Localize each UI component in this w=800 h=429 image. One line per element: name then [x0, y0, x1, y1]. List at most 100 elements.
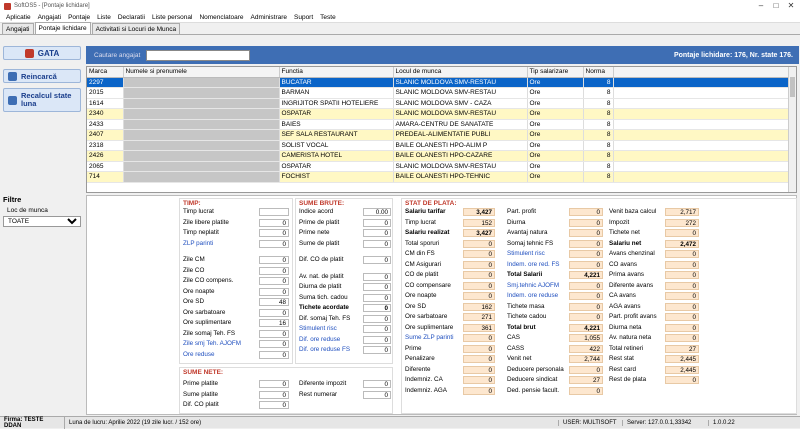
grid-scrollbar[interactable]: [788, 67, 796, 192]
cell-tip-salarizare: Ore: [527, 77, 584, 88]
sume-nete-title: SUME NETE:: [183, 369, 224, 376]
menu-declaratii[interactable]: Declaratii: [117, 13, 145, 21]
cell-functia: FOCHIST: [279, 171, 394, 183]
col-loc-munca[interactable]: Locul de munca: [393, 67, 528, 78]
timp-field-label: Ore reduse: [183, 350, 215, 358]
status-version: 1.0.0.22: [713, 419, 735, 426]
tab-angajati[interactable]: Angajati: [2, 23, 34, 34]
stat-col2-field-value: 0: [569, 239, 603, 248]
search-label: Cautare angajat: [94, 51, 141, 59]
tab-activitati[interactable]: Activitati si Locuri de Munca: [91, 23, 181, 34]
stat-col1-field-value: 0: [463, 292, 495, 300]
stat-col3-field-label: Diurna neta: [609, 323, 642, 331]
stat-col1-field-label: Ore sarbatoare: [405, 313, 448, 320]
loc-munca-select[interactable]: TOATE: [3, 216, 81, 227]
gata-button[interactable]: GATA: [3, 46, 81, 60]
filters-panel: Filtre Loc de munca TOATE: [3, 195, 81, 227]
cell-filler: [613, 129, 789, 141]
stat-col2-field-value: 0: [569, 260, 603, 269]
stat-col3-field-value: 0: [665, 250, 699, 258]
sume-brute-field-label: Sume de platit: [299, 239, 340, 247]
menu-aplicatie[interactable]: Aplicatie: [6, 13, 31, 21]
timp-field-value: 0: [259, 256, 289, 264]
cell-norma: 8: [583, 150, 614, 162]
tab-bar: Angajati Pontaje lichidare Activitati si…: [0, 22, 800, 35]
stat-col3-field-value: 2,717: [665, 208, 699, 216]
cell-loc-munca: SLANIC MOLDOVA SMV-RESTAU: [393, 161, 528, 172]
stat-col3-field-value: 272: [665, 218, 699, 227]
stat-col2-field-value: 0: [569, 229, 603, 237]
menu-liste[interactable]: Liste: [97, 13, 111, 21]
table-row[interactable]: 2318 SOLIST VOCAL BAILE OLANESTI HPO-ALIM …: [87, 140, 789, 151]
sume-brute-field-value: 0: [363, 218, 391, 227]
menu-angajati[interactable]: Angajati: [37, 13, 62, 21]
tab-pontaje-lichidare[interactable]: Pontaje lichidare: [34, 22, 91, 34]
sume-brute-field-label: Diurna de platit: [299, 283, 342, 290]
timp-field-label: Ore suplimentare: [183, 319, 232, 326]
cell-loc-munca: SLANIC MOLDOVA SMV-RESTAU: [393, 108, 528, 120]
gata-label: GATA: [37, 48, 60, 58]
table-row[interactable]: 2433 BAIES AMARA-CENTRU DE SANATATE Ore 8: [87, 119, 789, 130]
stat-col2-field-label: Stimulent risc: [507, 250, 545, 257]
stat-col1-field-value: 152: [463, 218, 495, 227]
stat-col1-field-value: 0: [463, 271, 495, 279]
col-functia[interactable]: Functia: [279, 67, 394, 78]
stat-col2-field-value: 0: [569, 292, 603, 300]
reincarca-button[interactable]: Reincarcă: [3, 69, 81, 83]
col-norma[interactable]: Norma: [583, 67, 614, 78]
recalcul-button[interactable]: Recalcul state luna: [3, 88, 81, 112]
stat-col1-field-label: CM Asigurari: [405, 260, 442, 268]
sume-brute-field-value: 0: [363, 272, 391, 281]
table-row[interactable]: 714 FOCHIST BAILE OLANESTI HPO-TEHNIC Ore 8: [87, 171, 789, 183]
menu-nomenclatoare[interactable]: Nomenclatoare: [199, 13, 244, 21]
stat-plata-section: [401, 198, 797, 414]
stat-col1-field-label: Prime: [405, 344, 422, 352]
status-firma: Firma: TESTE DDAN: [0, 416, 65, 429]
search-bar: Cautare angajat Pontaje lichidare: 176, …: [86, 46, 799, 64]
table-row[interactable]: 2407 SEF SALA RESTAURANT PREDEAL-ALIMENTAT…: [87, 129, 789, 141]
close-button[interactable]: ✕: [787, 1, 795, 10]
grid-header-row: Marca Numele si prenumele Functia Locul …: [87, 67, 789, 78]
cell-nume: [123, 150, 280, 162]
table-row[interactable]: 2426 CAMERISTA HOTEL BAILE OLANESTI HPO-CA…: [87, 150, 789, 162]
col-nume[interactable]: Numele si prenumele: [123, 67, 280, 78]
table-row[interactable]: 2340 OSPATAR SLANIC MOLDOVA SMV-RESTAU Ore 8: [87, 108, 789, 120]
timp-field-label: Ore SD: [183, 298, 204, 305]
menu-pontaje[interactable]: Pontaje: [68, 13, 91, 21]
stat-col1-field-value: 0: [463, 355, 495, 363]
cell-filler: [613, 161, 789, 172]
menu-suport[interactable]: Suport: [294, 13, 314, 21]
cell-marca: 2297: [87, 77, 124, 88]
table-row[interactable]: 2015 BARMAN SLANIC MOLDOVA SMV-RESTAU Ore 8: [87, 87, 789, 99]
col-tip-salarizare[interactable]: Tip salarizare: [527, 67, 584, 78]
menu-administrare[interactable]: Administrare: [250, 13, 287, 21]
maximize-button[interactable]: □: [773, 1, 779, 10]
sume-brute-field-value: 0: [363, 346, 391, 354]
stat-col1-field-label: Ore suplimentare: [405, 323, 454, 331]
menu-teste[interactable]: Teste: [320, 13, 336, 21]
sume-brute-field-label: Av. nat. de platit: [299, 272, 344, 280]
sume-brute-field-value: 0: [363, 314, 391, 323]
minimize-button[interactable]: –: [758, 1, 764, 10]
stat-col2-field-value: 0: [569, 208, 603, 216]
table-row[interactable]: 2297 BUCATAR SLANIC MOLDOVA SMV-RESTAU Ore 8: [87, 77, 789, 88]
grid-scroll-thumb[interactable]: [790, 77, 795, 97]
stat-col2-field-label: Avantaj natura: [507, 229, 548, 236]
stat-col3-field-label: CA avans: [609, 292, 636, 299]
search-input[interactable]: [146, 49, 251, 61]
table-row[interactable]: 1614 INGRIJITOR SPATII HOTELIERE SLANIC MO…: [87, 98, 789, 109]
stat-col1-field-label: Timp lucrat: [405, 218, 436, 226]
cell-nume: [123, 161, 280, 172]
sume-nete-field2-label: Diferente impozit: [299, 380, 347, 387]
stat-col2-field-label: Deducere personala: [507, 365, 564, 373]
sume-nete-field-value: 0: [259, 401, 289, 409]
col-marca[interactable]: Marca: [87, 67, 124, 78]
stat-col1-field-value: 0: [463, 365, 495, 374]
timp-field-value: 0: [259, 340, 289, 348]
menu-liste-personal[interactable]: Liste personal: [151, 13, 193, 21]
gata-icon: [24, 48, 34, 58]
table-row[interactable]: 2065 OSPATAR SLANIC MOLDOVA SMV-RESTAU Ore 8: [87, 161, 789, 172]
cell-nume: [123, 140, 280, 151]
stat-col2-field-label: Total brut: [507, 323, 536, 331]
cell-functia: BARMAN: [279, 87, 394, 99]
